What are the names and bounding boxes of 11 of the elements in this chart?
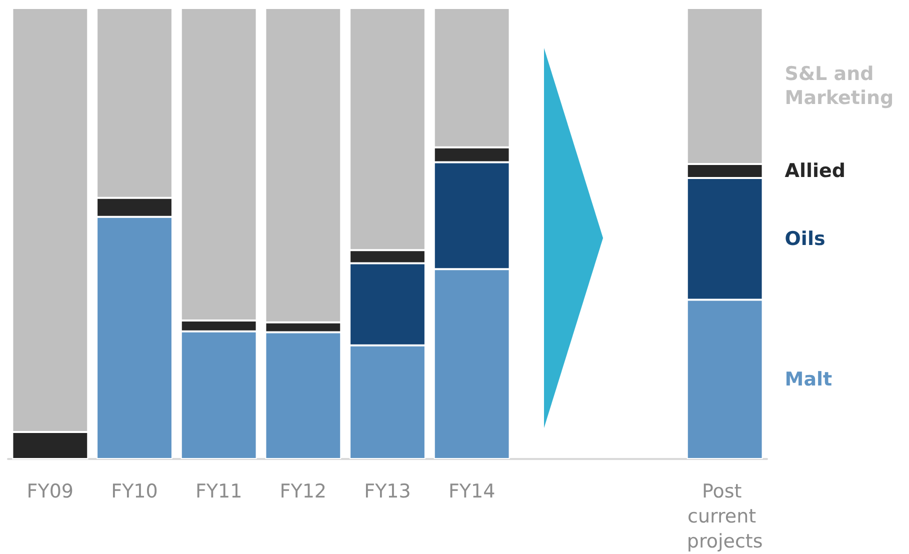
series-label: S&L and Marketing (784, 63, 894, 110)
x-tick-label: FY13 (364, 480, 411, 502)
x-tick-label: FY11 (195, 480, 242, 502)
x-tick-label: FY09 (26, 480, 74, 502)
series-label: Allied (784, 160, 846, 182)
series-label: Oils (784, 228, 826, 250)
x-tick-label: FY10 (111, 480, 158, 502)
series-label: Malt (784, 368, 832, 390)
x-tick-label: Post current projects (686, 480, 763, 552)
x-tick-label: FY14 (448, 480, 496, 502)
x-tick-label: FY12 (280, 480, 327, 502)
